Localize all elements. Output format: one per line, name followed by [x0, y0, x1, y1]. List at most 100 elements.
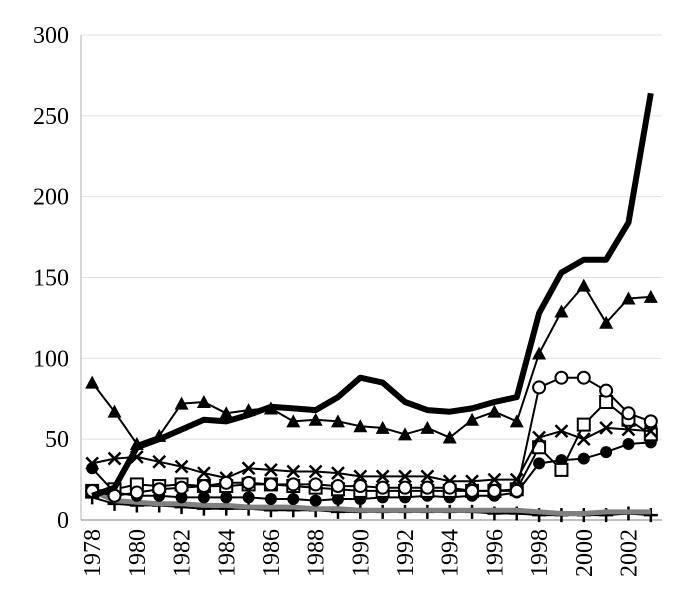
data-point [398, 469, 412, 484]
data-point [286, 464, 301, 479]
data-point [107, 451, 122, 466]
data-point [554, 304, 569, 318]
data-point [643, 289, 658, 303]
data-point [576, 370, 591, 385]
series-line [91, 426, 651, 483]
data-point [353, 479, 368, 494]
data-point [465, 412, 480, 426]
x-tick-label: 1998 [527, 529, 553, 577]
x-tick-label: 2000 [572, 529, 598, 577]
data-point [174, 480, 189, 495]
data-point [554, 424, 569, 438]
series-line [91, 284, 651, 445]
data-point [533, 457, 546, 470]
data-point [241, 475, 256, 490]
data-point [509, 414, 524, 428]
data-point [175, 491, 188, 504]
data-point [621, 422, 636, 437]
series-4 [85, 420, 658, 489]
data-point [442, 430, 457, 444]
x-tick-label: 1980 [125, 529, 151, 577]
data-point [196, 394, 211, 408]
data-point [509, 483, 524, 498]
data-point [487, 483, 502, 498]
data-point [264, 492, 277, 505]
data-point [241, 461, 256, 476]
data-point [621, 291, 636, 305]
data-point [398, 427, 413, 441]
series-line [91, 92, 654, 499]
data-point [197, 491, 210, 504]
y-tick-label: 250 [33, 104, 69, 130]
x-tick-label: 1994 [438, 529, 464, 577]
series-7 [91, 488, 651, 516]
data-point [532, 346, 547, 360]
gridlines [81, 34, 662, 440]
data-point [622, 438, 635, 451]
series-group [85, 92, 658, 523]
data-point [532, 430, 546, 445]
data-point [465, 483, 480, 498]
data-point [643, 508, 658, 523]
data-point [577, 452, 590, 465]
data-point [621, 406, 636, 421]
data-point [532, 380, 547, 395]
y-tick-label: 0 [57, 508, 69, 534]
data-point [375, 480, 390, 495]
x-tick-label: 2002 [616, 529, 642, 577]
data-point [420, 480, 435, 495]
x-tick-labels: 1978 1980 1982 1984 1986 1988 1990 1992 1994 1996… [80, 529, 642, 577]
data-point [197, 466, 211, 481]
y-tick-label: 100 [33, 346, 69, 372]
data-point [420, 469, 435, 484]
data-point [375, 469, 390, 484]
data-point [331, 466, 345, 481]
data-point [219, 406, 234, 420]
data-point [308, 464, 323, 479]
series-line [91, 488, 651, 516]
data-point [554, 370, 569, 385]
x-tick-label: 1996 [482, 529, 508, 577]
series-5 [85, 394, 658, 498]
x-tick-label: 1978 [80, 529, 106, 577]
y-tick-labels: 0 50 100 150 200 250 300 [33, 23, 69, 534]
data-point [599, 383, 614, 398]
data-point [152, 482, 167, 497]
data-point [330, 479, 345, 494]
x-tick-label: 1986 [259, 529, 285, 577]
data-point [287, 492, 300, 505]
data-point [599, 394, 614, 409]
data-point [330, 414, 345, 428]
y-tick-label: 300 [33, 23, 69, 49]
data-point [264, 462, 278, 477]
data-point [487, 472, 502, 487]
data-point [643, 414, 658, 429]
x-tick-label: 1990 [348, 529, 374, 577]
y-tick-label: 200 [33, 185, 69, 211]
data-point [487, 404, 502, 418]
data-point [308, 412, 323, 426]
data-point [263, 477, 278, 492]
axes [80, 35, 662, 521]
series-1 [91, 92, 654, 499]
data-point [420, 420, 435, 434]
series-3 [85, 370, 658, 503]
data-point [286, 414, 301, 428]
data-point [599, 420, 614, 435]
series-6 [86, 436, 657, 507]
data-point [85, 375, 100, 389]
data-point [174, 396, 189, 410]
data-point [600, 446, 613, 459]
data-point [196, 479, 211, 494]
data-point [286, 477, 301, 492]
x-tick-label: 1982 [170, 529, 196, 577]
data-point [308, 477, 323, 492]
data-point [576, 278, 591, 292]
y-tick-label: 50 [45, 427, 69, 453]
data-point [309, 494, 322, 507]
data-point [107, 404, 122, 418]
y-tick-label: 150 [33, 266, 69, 292]
data-point [174, 459, 189, 474]
x-tick-label: 1988 [304, 529, 330, 577]
